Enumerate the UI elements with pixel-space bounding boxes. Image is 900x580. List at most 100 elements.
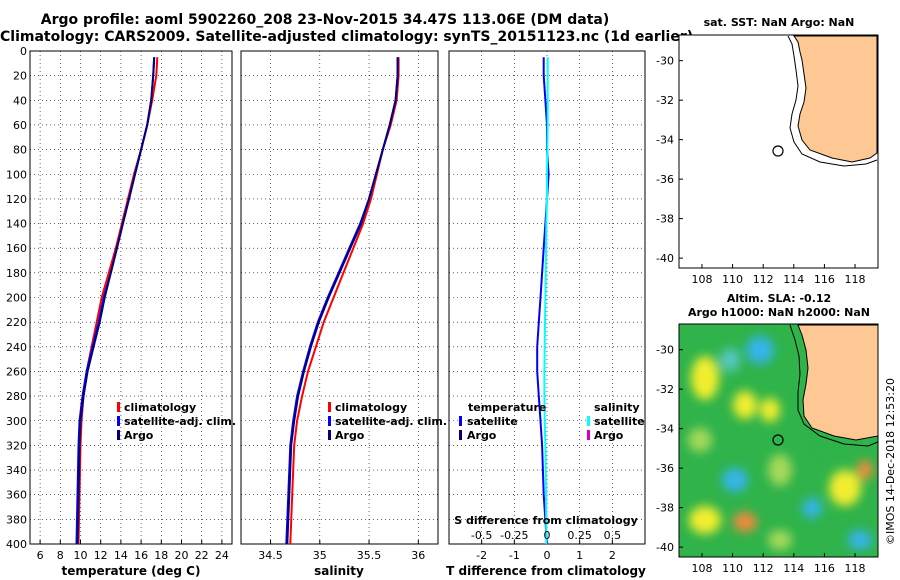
legend-t-argo: Argo (467, 429, 497, 442)
depth-tick-label: 100 (6, 168, 27, 181)
lat-tick-label: -32 (656, 94, 674, 107)
depth-tick-label: 240 (6, 341, 27, 354)
lat-tick-label: -30 (656, 55, 674, 68)
s-difference-tick-label: 0 (544, 529, 551, 542)
title-line-2: Climatology: CARS2009. Satellite-adjuste… (0, 29, 694, 45)
salinity-legend: climatology satellite-adj. clim. Argo (328, 401, 447, 442)
sst-map: sat. SST: NaN Argo: NaN 108 110 112 114 116 1… (656, 16, 879, 286)
sla-field (679, 324, 878, 557)
x-tick-label: 14 (114, 549, 128, 562)
depth-tick-label: 360 (6, 489, 27, 502)
depth-tick-label: 200 (6, 292, 27, 305)
x-tick-label: 6 (37, 549, 44, 562)
lon-tick-label: 114 (783, 562, 804, 575)
s-difference-tick-label: 0.5 (604, 529, 622, 542)
depth-tick-label: 380 (6, 513, 27, 526)
depth-tick-label: 300 (6, 415, 27, 428)
x-tick-label: 35 (313, 549, 327, 562)
x-tick-label: 8 (57, 549, 64, 562)
title-line-1: Argo profile: aoml 5902260_208 23-Nov-20… (40, 12, 610, 28)
salinity-x-label: salinity (314, 564, 364, 578)
lon-tick-label: 110 (722, 562, 743, 575)
s-difference-tick-label: -0.5 (471, 529, 492, 542)
temperature-lines (75, 57, 159, 545)
temperature-tick-labels: 6 8 10 12 14 16 18 20 22 24 (37, 549, 229, 562)
temperature-legend: climatology satellite-adj. clim. Argo (117, 401, 236, 442)
lon-tick-label: 118 (845, 273, 866, 286)
legend-swatch-climatology (117, 402, 120, 412)
salinity-tick-labels: 34.5 35 35.5 36 (258, 549, 425, 562)
t-difference-tick-labels: -2 -1 0 1 2 (476, 549, 616, 562)
depth-tick-label: 140 (6, 218, 27, 231)
lon-tick-label: 110 (722, 273, 743, 286)
lat-tick-label: -36 (656, 462, 674, 475)
legend-argo: Argo (124, 429, 154, 442)
legend-argo: Argo (335, 429, 365, 442)
sla-map-subtitle: Argo h1000: NaN h2000: NaN (688, 306, 870, 319)
depth-tick-label: 20 (13, 70, 27, 83)
sla-blob (760, 398, 780, 422)
legend-swatch-s-argo (587, 430, 590, 440)
difference-legend: temperature salinity satellite Argo sate… (459, 401, 645, 442)
depth-tick-label: 80 (13, 144, 27, 157)
depth-tick-label: 0 (20, 45, 27, 58)
s-difference-tick-labels: -0.5 -0.25 0 0.25 0.5 (471, 529, 621, 542)
depth-tick-label: 320 (6, 439, 27, 452)
legend-swatch-satellite (328, 416, 331, 426)
series-line-argo (286, 57, 399, 545)
salinity-axes-frame (240, 50, 439, 545)
lat-tick-label: -38 (656, 213, 674, 226)
difference-lines (536, 57, 550, 545)
sla-blob (802, 498, 822, 518)
x-tick-label: 22 (195, 549, 209, 562)
sla-blob (688, 428, 712, 452)
lat-tick-label: -38 (656, 502, 674, 515)
x-tick-label: 35.5 (357, 549, 382, 562)
salinity-lines (285, 57, 400, 545)
lon-tick-label: 108 (691, 273, 712, 286)
s-difference-tick-label: 0.25 (567, 529, 592, 542)
lon-tick-label: 116 (814, 273, 835, 286)
sla-blob (818, 435, 842, 455)
legend-swatch-climatology (328, 402, 331, 412)
x-tick-label: 36 (411, 549, 425, 562)
legend-header-temperature: temperature (468, 401, 546, 414)
x-tick-label: -2 (476, 549, 487, 562)
sla-blob (691, 356, 719, 400)
sla-blob (768, 454, 792, 486)
sla-blob (722, 468, 748, 492)
depth-tick-label: 400 (6, 538, 27, 551)
x-tick-label: 20 (175, 549, 189, 562)
legend-swatch-s-satellite (587, 416, 590, 426)
lat-tick-label: -34 (656, 423, 674, 436)
sla-map: Altim. SLA: -0.12 Argo h1000: NaN h2000:… (656, 292, 879, 575)
lon-tick-label: 114 (783, 273, 804, 286)
legend-s-satellite: satellite (594, 415, 645, 428)
legend-satellite-adj: satellite-adj. clim. (335, 415, 447, 428)
land-australia (793, 35, 878, 163)
depth-tick-label: 220 (6, 316, 27, 329)
lat-tick-label: -36 (656, 173, 674, 186)
salinity-grid (241, 50, 438, 545)
series-line-argo (76, 57, 156, 545)
x-tick-label: 34.5 (258, 549, 283, 562)
legend-swatch-argo (328, 430, 331, 440)
depth-tick-label: 160 (6, 242, 27, 255)
temperature-panel: 0 20 40 60 80 100 120 140 160 180 200 220 240 260 280 3… (6, 45, 236, 578)
legend-swatch-t-argo (459, 430, 462, 440)
coastline-contour (787, 35, 878, 167)
x-tick-label: 1 (576, 549, 583, 562)
depth-tick-label: 120 (6, 193, 27, 206)
sla-blob (848, 530, 872, 550)
s-difference-label: S difference from climatology (454, 514, 638, 527)
sla-map-frame (678, 323, 879, 558)
lon-tick-label: 112 (753, 273, 774, 286)
depth-tick-label: 260 (6, 365, 27, 378)
x-tick-label: 2 (609, 549, 616, 562)
lat-tick-label: -34 (656, 134, 674, 147)
sla-blob (720, 348, 740, 372)
lon-tick-label: 112 (753, 562, 774, 575)
legend-climatology: climatology (335, 401, 407, 414)
x-tick-label: -1 (509, 549, 520, 562)
